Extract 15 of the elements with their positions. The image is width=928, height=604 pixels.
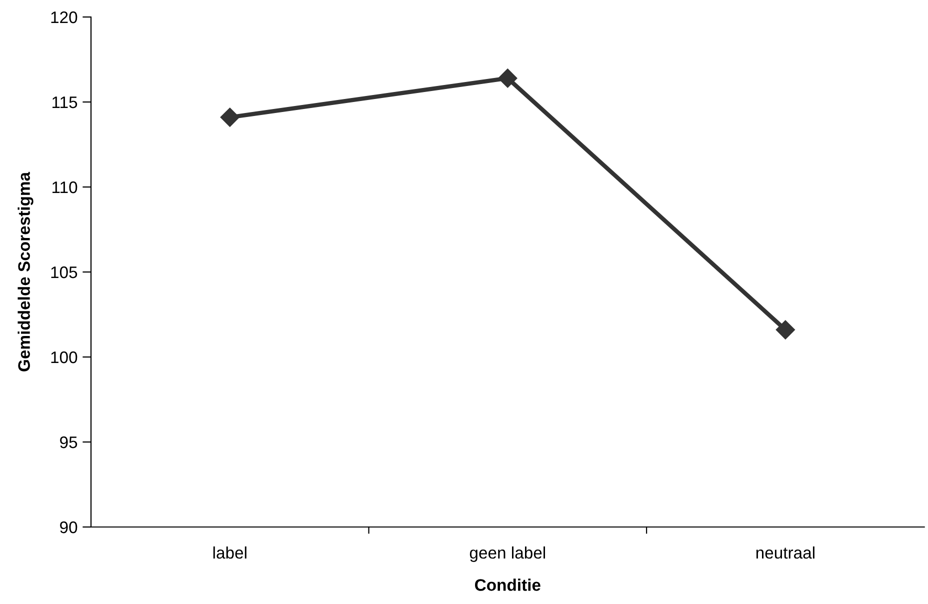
- x-tick-label: geen label: [470, 546, 546, 562]
- y-tick-label: 115: [52, 96, 78, 108]
- point: [776, 320, 795, 340]
- x-tick-label: neutraal: [756, 546, 814, 559]
- y-tick-label: 120: [51, 11, 78, 24]
- y-tick-label: 95: [60, 436, 78, 448]
- y-tick-label: 90: [60, 521, 78, 534]
- y-axis-title: Gemiddelde Scorestigma: [18, 172, 34, 372]
- y-tick-label: 100: [51, 351, 78, 364]
- x-tick-label: label: [213, 546, 246, 559]
- point: [498, 68, 518, 88]
- y-tick-label: 110: [52, 181, 78, 194]
- y-tick-label: 105: [51, 266, 78, 278]
- point: [220, 108, 240, 127]
- x-axis-title: Conditie: [475, 578, 540, 591]
